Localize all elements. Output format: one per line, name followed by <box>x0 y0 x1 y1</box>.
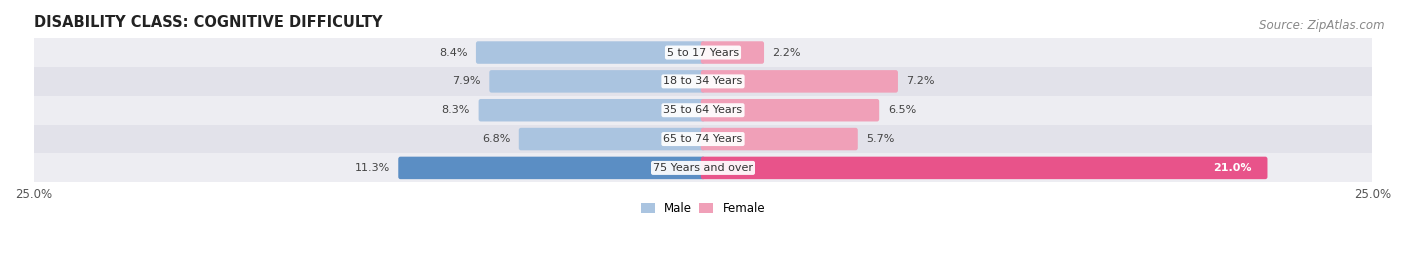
Text: 5.7%: 5.7% <box>866 134 894 144</box>
Bar <box>34 153 1372 182</box>
Text: Source: ZipAtlas.com: Source: ZipAtlas.com <box>1260 19 1385 32</box>
Text: 7.2%: 7.2% <box>907 76 935 86</box>
FancyBboxPatch shape <box>475 41 706 64</box>
FancyBboxPatch shape <box>398 157 706 179</box>
Text: 7.9%: 7.9% <box>453 76 481 86</box>
Text: 6.5%: 6.5% <box>887 105 917 115</box>
Text: 65 to 74 Years: 65 to 74 Years <box>664 134 742 144</box>
Bar <box>34 96 1372 125</box>
Text: 35 to 64 Years: 35 to 64 Years <box>664 105 742 115</box>
Bar <box>34 67 1372 96</box>
Text: 21.0%: 21.0% <box>1213 163 1251 173</box>
Text: 6.8%: 6.8% <box>482 134 510 144</box>
FancyBboxPatch shape <box>478 99 706 122</box>
Text: 8.3%: 8.3% <box>441 105 470 115</box>
Bar <box>34 38 1372 67</box>
FancyBboxPatch shape <box>700 128 858 150</box>
FancyBboxPatch shape <box>489 70 706 93</box>
FancyBboxPatch shape <box>519 128 706 150</box>
Text: 2.2%: 2.2% <box>773 48 801 58</box>
Text: 18 to 34 Years: 18 to 34 Years <box>664 76 742 86</box>
FancyBboxPatch shape <box>700 157 1267 179</box>
FancyBboxPatch shape <box>700 70 898 93</box>
Text: 11.3%: 11.3% <box>354 163 389 173</box>
Legend: Male, Female: Male, Female <box>636 197 770 220</box>
Text: DISABILITY CLASS: COGNITIVE DIFFICULTY: DISABILITY CLASS: COGNITIVE DIFFICULTY <box>34 15 382 30</box>
Bar <box>34 125 1372 153</box>
FancyBboxPatch shape <box>700 41 763 64</box>
Text: 5 to 17 Years: 5 to 17 Years <box>666 48 740 58</box>
FancyBboxPatch shape <box>700 99 879 122</box>
Text: 75 Years and over: 75 Years and over <box>652 163 754 173</box>
Text: 8.4%: 8.4% <box>439 48 467 58</box>
